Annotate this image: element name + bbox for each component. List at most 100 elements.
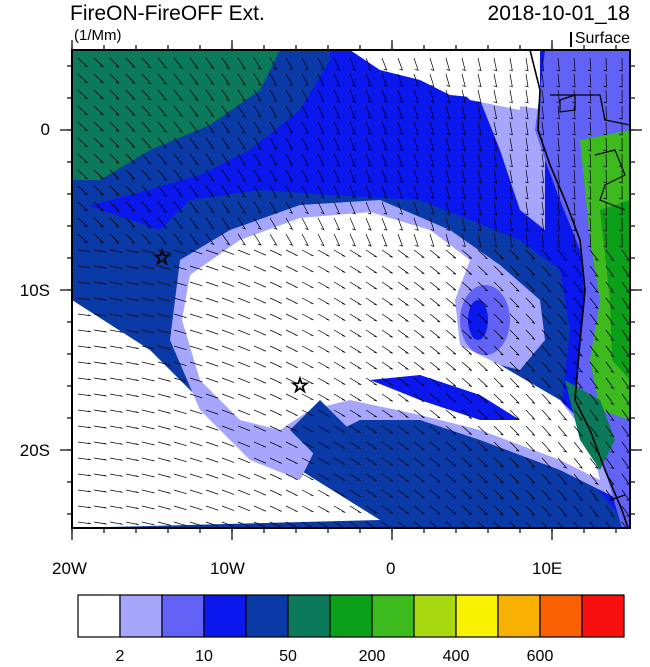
wind-barb [509, 345, 520, 356]
wind-barb [541, 473, 552, 485]
wind-barb [221, 137, 231, 150]
star-marker-1: ☆ [153, 247, 171, 269]
wind-barb [573, 361, 584, 373]
wind-barb [205, 185, 215, 198]
wind-barb [477, 249, 488, 260]
wind-barb [77, 313, 91, 317]
wind-barb [413, 441, 425, 451]
wind-barb [269, 281, 282, 288]
wind-barb [77, 105, 88, 116]
wind-barb [381, 201, 388, 215]
wind-barb [525, 329, 536, 340]
wind-barb [125, 361, 139, 366]
wind-barb [365, 361, 378, 370]
plume-streak [370, 375, 520, 420]
wind-barb [221, 217, 231, 230]
wind-barb [571, 57, 576, 72]
wind-barb [317, 345, 330, 353]
wind-barb [141, 201, 152, 213]
wind-barb [221, 489, 235, 495]
wind-barb [413, 265, 425, 275]
wind-barb [173, 201, 184, 213]
wind-barb [221, 441, 235, 447]
wind-barb [381, 249, 393, 258]
wind-barb [157, 409, 171, 414]
wind-barb [589, 489, 599, 501]
wind-barb [461, 425, 473, 435]
wind-barb [285, 169, 294, 182]
wind-barb [125, 329, 139, 334]
wind-barb [189, 409, 203, 415]
wind-barbs [77, 57, 630, 528]
colorbar-label-50: 50 [279, 648, 297, 665]
wind-barb [429, 73, 435, 87]
wind-barb [93, 217, 104, 228]
wind-barb [253, 297, 267, 304]
wind-barb [269, 73, 278, 86]
wind-barb [429, 233, 435, 247]
wind-barb [237, 201, 247, 214]
wind-barb [189, 201, 199, 213]
wind-barb [587, 73, 592, 88]
wind-barb [77, 345, 91, 349]
wind-barb [141, 57, 152, 69]
wind-barb [461, 505, 473, 515]
wind-barb [317, 505, 330, 513]
wind-barb [333, 505, 346, 513]
wind-barb [619, 105, 623, 120]
wind-barb [205, 313, 219, 319]
wind-barb [365, 313, 378, 322]
wind-barb [253, 409, 267, 416]
wind-barb [540, 233, 545, 248]
wind-barb [461, 313, 473, 323]
wind-barb [125, 345, 139, 350]
wind-barb [509, 89, 513, 104]
level-label: Surface [569, 30, 630, 47]
wind-barb [365, 473, 378, 482]
country-border-central [594, 149, 626, 211]
wind-barb [429, 425, 441, 435]
wind-barb [157, 297, 171, 302]
wind-barb [397, 169, 404, 183]
wind-barb [571, 185, 576, 200]
wind-barb [509, 329, 520, 340]
wind-barb [445, 153, 451, 168]
wind-barb [317, 393, 330, 401]
wind-barb [333, 201, 341, 215]
wind-barb [349, 73, 356, 87]
wind-barb [157, 361, 171, 366]
wind-barb [540, 185, 545, 200]
wind-barb [333, 377, 346, 385]
wind-barb [541, 457, 552, 469]
wind-barb [429, 521, 439, 528]
wind-barb [269, 217, 278, 230]
wind-barb [77, 521, 91, 525]
wind-barb [365, 521, 376, 528]
wind-barb [333, 345, 346, 353]
wind-barb [557, 441, 568, 453]
wind-barb [477, 105, 482, 120]
wind-barb [157, 265, 171, 270]
wind-barb [189, 377, 203, 383]
wind-barb [301, 153, 309, 167]
wind-barb [253, 57, 262, 70]
wind-barb [493, 521, 501, 528]
wind-barb [189, 121, 199, 133]
wind-barb [301, 137, 309, 151]
wind-barb [205, 233, 215, 246]
wind-barb [109, 489, 123, 493]
wind-barb [285, 153, 294, 166]
wind-barb [493, 153, 498, 168]
wind-barb [461, 377, 473, 387]
wind-barb [524, 89, 529, 104]
wind-barb [605, 265, 615, 278]
wind-barb [125, 169, 136, 180]
wind-barb [317, 57, 325, 71]
wind-barb [157, 217, 168, 229]
wind-barb [397, 473, 409, 482]
wind-barb [173, 457, 187, 463]
wind-barb [301, 169, 309, 183]
wind-barb [237, 377, 251, 384]
wind-barb [157, 73, 168, 85]
wind-barb [493, 393, 504, 404]
